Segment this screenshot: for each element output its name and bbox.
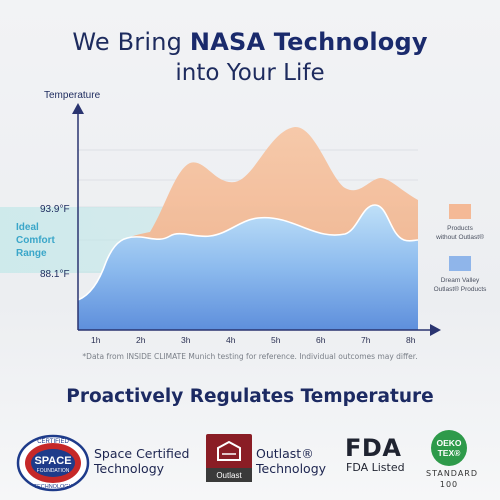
x-tick-labels: 1h 2h 3h 4h 5h 6h 7h 8h (91, 335, 416, 345)
headline-prefix: We Bring (72, 28, 190, 56)
legend-label-outlast-2: Outlast® Products (434, 285, 488, 293)
y-axis-arrow (72, 103, 84, 114)
fda-logo: FDA (345, 434, 402, 462)
oeko-logo-line1: OEKO (436, 438, 461, 448)
outlast-badge-label: Outlast® Technology (256, 446, 326, 476)
y-marker-high: 93.9°F (40, 204, 70, 215)
x-tick-4h: 4h (226, 335, 236, 345)
x-axis-arrow (430, 324, 441, 336)
headline-bold: NASA Technology (189, 28, 428, 56)
space-badge-line1: Space Certified (94, 446, 190, 461)
oeko-standard-label: STANDARD 100 (426, 468, 479, 490)
seal-mid2-text: FOUNDATION (37, 468, 70, 474)
outlast-badge-line1: Outlast® (256, 446, 314, 461)
series-area-outlast (78, 205, 418, 330)
legend-swatch-without-outlast (449, 204, 471, 219)
seal-bottom-text: TECHNOLOGY (34, 484, 73, 490)
x-tick-1h: 1h (91, 335, 101, 345)
series-line-outlast (77, 204, 419, 301)
outlast-badge-line2: Technology (256, 461, 327, 476)
comfort-label-line2: Comfort (16, 235, 56, 246)
legend-label-without-outlast-1: Products (447, 225, 473, 232)
x-tick-3h: 3h (181, 335, 191, 345)
section-subtitle: Proactively Regulates Temperature (66, 386, 434, 407)
space-foundation-seal-icon: CERTIFIED SPACE FOUNDATION TECHNOLOGY (16, 434, 90, 492)
space-badge-line2: Technology (94, 461, 165, 476)
x-tick-8h: 8h (406, 335, 416, 345)
temperature-chart: Temperature 93.9°F 88.1°F Ideal Comfort … (0, 90, 488, 345)
oeko-standard-line1: STANDARD (426, 469, 479, 478)
space-badge-label: Space Certified Technology (94, 446, 190, 476)
oeko-standard-line2: 100 (439, 480, 459, 489)
oeko-logo-line2: TEX® (438, 448, 462, 458)
legend-label-outlast-1: Dream Valley (441, 277, 480, 284)
certification-badges: CERTIFIED SPACE FOUNDATION TECHNOLOGY Sp… (0, 426, 500, 500)
x-tick-2h: 2h (136, 335, 146, 345)
headline-line1: We Bring NASA Technology (0, 28, 500, 56)
outlast-logo-icon: Outlast (206, 434, 252, 482)
seal-mid-text: SPACE (34, 455, 71, 467)
fda-listed-label: FDA Listed (346, 461, 405, 474)
oeko-tex-logo-icon: OEKO TEX® (431, 430, 467, 466)
x-tick-6h: 6h (316, 335, 326, 345)
footnote: *Data from INSIDE CLIMATE Munich testing… (82, 352, 418, 361)
x-tick-7h: 7h (361, 335, 371, 345)
comfort-label-line1: Ideal (16, 222, 39, 233)
outlast-logo-text: Outlast (216, 471, 242, 480)
headline-line2: into Your Life (175, 60, 325, 86)
y-marker-low: 88.1°F (40, 269, 70, 280)
comfort-label-line3: Range (16, 248, 47, 259)
legend-swatch-outlast (449, 256, 471, 271)
y-axis-label: Temperature (44, 90, 101, 101)
legend-label-without-outlast-2: without Outlast® (435, 233, 484, 241)
seal-top-text: CERTIFIED (37, 439, 69, 445)
x-tick-5h: 5h (271, 335, 281, 345)
